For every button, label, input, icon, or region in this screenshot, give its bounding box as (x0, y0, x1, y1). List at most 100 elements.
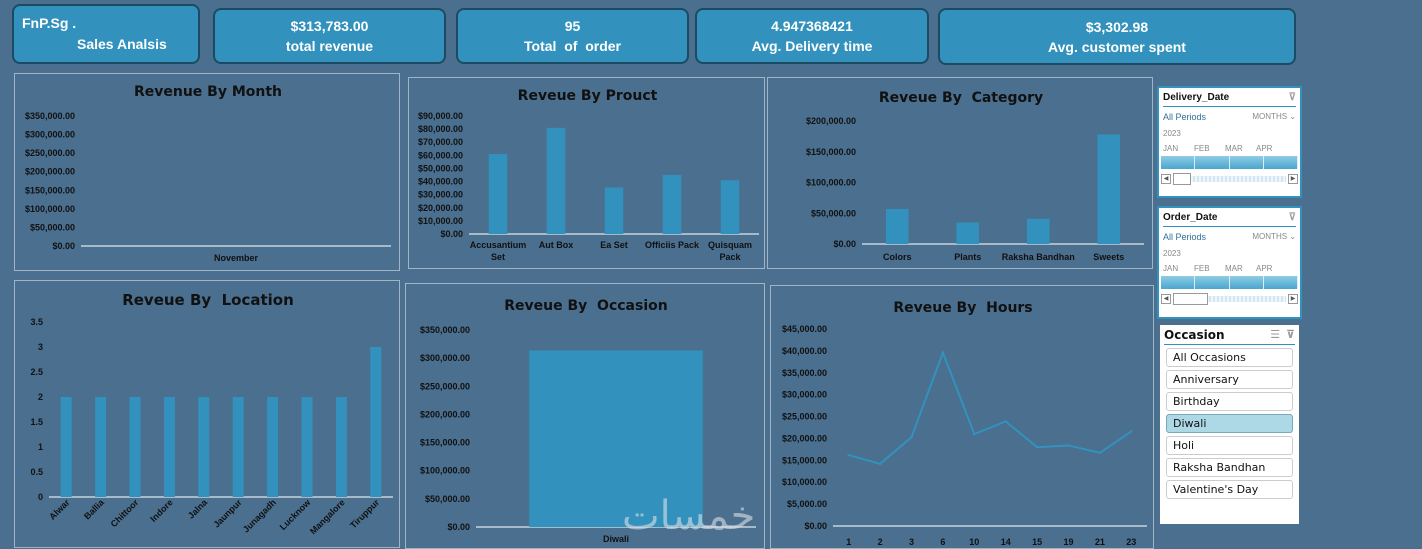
y-tick-label: $100,000.00 (25, 204, 75, 214)
data-point[interactable] (1130, 430, 1133, 433)
chart-title: Reveue By Category (879, 90, 1043, 106)
y-tick-label: $90,000.00 (418, 111, 463, 121)
chart-revenue-by-category[interactable]: Reveue By Category $0.00 $50,000.00 $100,00… (767, 77, 1153, 269)
bar[interactable] (604, 187, 624, 234)
y-tick-label: $250,000.00 (25, 148, 75, 158)
timeline-title: Order_Date (1163, 211, 1218, 223)
time-level-dropdown[interactable]: MONTHS ⌄ (1252, 112, 1296, 122)
chart-revenue-by-month[interactable]: Revenue By Month $0.00 $50,000.00 $100,000.… (14, 73, 400, 271)
x-tick-label: Diwali (603, 534, 629, 544)
y-tick-label: $0.00 (447, 522, 470, 532)
bar[interactable] (129, 397, 141, 497)
data-point[interactable] (973, 432, 976, 436)
bar[interactable] (60, 397, 72, 497)
y-tick-label: $40,000.00 (418, 177, 463, 187)
data-point[interactable] (1035, 446, 1039, 449)
slicer-item[interactable]: All Occasions (1166, 348, 1293, 367)
timeline-scrollbar[interactable]: ◀ ▶ (1161, 172, 1298, 185)
slicer-item[interactable]: Valentine's Day (1166, 480, 1293, 499)
bar[interactable] (335, 397, 347, 497)
timeline-period-bar[interactable] (1161, 276, 1298, 289)
bar[interactable] (720, 180, 740, 234)
month-label: JAN (1163, 264, 1179, 273)
x-tick-label: Ea Set (600, 240, 628, 250)
data-point[interactable] (1067, 444, 1070, 447)
y-tick-label: $15,000.00 (782, 455, 827, 465)
scroll-left-icon[interactable]: ◀ (1161, 173, 1171, 184)
slicer-item[interactable]: Anniversary (1166, 370, 1293, 389)
chart-revenue-by-hours[interactable]: Reveue By Hours $0.00 $5,000.00 $10,000.00 $… (770, 285, 1154, 549)
bar[interactable] (1097, 134, 1121, 244)
bar[interactable] (370, 347, 382, 497)
bar[interactable] (301, 397, 313, 497)
bar[interactable] (885, 208, 909, 244)
timeline-scrollbar[interactable]: ◀ ▶ (1161, 292, 1298, 305)
data-point[interactable] (847, 453, 850, 457)
filter-clear-icon[interactable]: ⊽ (1286, 328, 1295, 341)
bar[interactable] (956, 222, 980, 244)
scroll-thumb[interactable] (1173, 172, 1191, 185)
multi-select-icon[interactable]: ☰ (1270, 328, 1281, 341)
bar[interactable] (662, 175, 682, 234)
y-tick-label: $200,000.00 (25, 167, 75, 177)
month-label: FEB (1194, 264, 1210, 273)
kpi-avg-customer-spent: $3,302.98 Avg. customer spent (938, 8, 1296, 65)
chart-title: Reveue By Location (122, 291, 294, 309)
data-point[interactable] (878, 462, 882, 466)
scroll-track[interactable] (1173, 292, 1286, 305)
scroll-left-icon[interactable]: ◀ (1161, 293, 1171, 304)
chart-title: Reveue By Occasion (504, 298, 667, 314)
timeline-delivery-date[interactable]: Delivery_Date ⊽ All Periods MONTHS ⌄ 202… (1157, 86, 1302, 198)
time-level-value: MONTHS (1252, 112, 1288, 121)
filter-clear-icon[interactable]: ⊽ (1288, 211, 1296, 223)
x-tick-label: Quisquam Pack (708, 240, 752, 262)
series-line[interactable] (848, 349, 1132, 465)
timeline-order-date[interactable]: Order_Date ⊽ All Periods MONTHS ⌄ 2023 J… (1157, 206, 1302, 319)
y-tick-label: $350,000.00 (420, 325, 470, 335)
slicer-item[interactable]: Diwali (1166, 414, 1293, 433)
slicer-occasion[interactable]: Occasion ☰ ⊽ All Occasions Anniversary Bir… (1158, 323, 1301, 526)
y-tick-label: $10,000.00 (418, 216, 463, 226)
time-level-value: MONTHS (1252, 232, 1288, 241)
y-tick-label: $80,000.00 (418, 124, 463, 134)
data-point[interactable] (1004, 420, 1007, 423)
kpi-label: Avg. Delivery time (751, 38, 873, 54)
month-label: MAR (1225, 144, 1243, 153)
scroll-thumb[interactable] (1173, 292, 1208, 305)
y-tick-label: $5,000.00 (787, 499, 827, 509)
scroll-right-icon[interactable]: ▶ (1288, 293, 1298, 304)
bar[interactable] (267, 397, 279, 497)
chart-revenue-by-product[interactable]: Reveue By Prouct $0.00 $10,000.00 $20,000.0… (408, 77, 765, 269)
data-point[interactable] (910, 435, 913, 439)
bar[interactable] (163, 397, 175, 497)
chart-revenue-by-location[interactable]: Reveue By Location 0 0.5 1 1.5 2 2.5 3 3.5 Alwar B… (14, 280, 400, 548)
bar[interactable] (546, 127, 566, 234)
chart-title: Reveue By Prouct (518, 88, 658, 104)
timeline-period-bar[interactable] (1161, 156, 1298, 169)
chart-revenue-by-occasion[interactable]: Reveue By Occasion $0.00 $50,000.00 $100,00… (405, 283, 765, 549)
slicer-item[interactable]: Raksha Bandhan (1166, 458, 1293, 477)
kpi-label: total revenue (285, 38, 374, 54)
slicer-item[interactable]: Holi (1166, 436, 1293, 455)
y-tick-label: $100,000.00 (420, 466, 470, 476)
brand-name: FnP.Sg . (22, 15, 77, 31)
bar[interactable] (95, 397, 107, 497)
y-tick-label: $100,000.00 (806, 178, 856, 188)
bar[interactable] (232, 397, 244, 497)
x-tick-label: Accusantium Set (470, 240, 527, 262)
data-point[interactable] (941, 351, 945, 354)
bar[interactable] (488, 154, 508, 234)
scroll-track[interactable] (1173, 172, 1286, 185)
y-tick-label: 3 (38, 342, 43, 352)
bar[interactable] (529, 350, 703, 527)
bar[interactable] (198, 397, 210, 497)
y-tick-label: $50,000.00 (418, 163, 463, 173)
time-level-dropdown[interactable]: MONTHS ⌄ (1252, 232, 1296, 242)
scroll-right-icon[interactable]: ▶ (1288, 173, 1298, 184)
chart-svg: Reveue By Location 0 0.5 1 1.5 2 2.5 3 3.5 Alwar B… (30, 291, 393, 536)
bar[interactable] (1026, 218, 1050, 244)
filter-clear-icon[interactable]: ⊽ (1288, 91, 1296, 103)
slicer-item[interactable]: Birthday (1166, 392, 1293, 411)
kpi-label: Total of order (524, 38, 621, 54)
data-point[interactable] (1098, 451, 1102, 455)
